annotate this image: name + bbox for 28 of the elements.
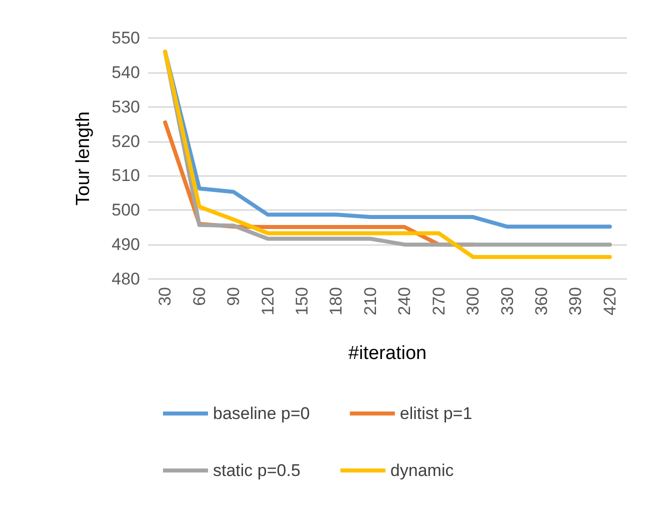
legend-label: dynamic: [390, 461, 454, 480]
x-tick-label: 180: [326, 287, 346, 316]
legend-label: elitist p=1: [400, 404, 472, 423]
x-tick-label: 30: [156, 287, 175, 306]
legend-label: baseline p=0: [213, 404, 310, 423]
legend-label: static p=0.5: [213, 461, 300, 480]
y-tick-label: 540: [112, 62, 140, 82]
y-axis-title: Tour length: [73, 111, 94, 206]
x-tick-label: 90: [224, 287, 244, 306]
y-tick-label: 500: [112, 200, 140, 220]
x-tick-label: 360: [532, 287, 551, 316]
y-tick-label: 550: [112, 28, 140, 48]
y-tick-label: 480: [112, 270, 140, 288]
x-tick-label: 330: [498, 287, 517, 316]
x-tick-label: 210: [360, 287, 380, 316]
x-tick-label: 300: [464, 287, 483, 316]
x-tick-label: 60: [190, 287, 209, 306]
x-tick-label: 270: [429, 287, 448, 316]
y-tick-label: 490: [112, 235, 140, 254]
x-tick-label: 150: [292, 287, 312, 316]
y-tick-label: 510: [112, 166, 140, 186]
y-tick-label: 520: [112, 132, 140, 151]
x-axis-title: #iteration: [348, 343, 427, 364]
x-tick-label: 420: [600, 287, 620, 316]
y-tick-label: 530: [112, 97, 140, 116]
x-tick-label: 240: [395, 287, 414, 316]
x-tick-label: 120: [258, 287, 278, 316]
x-tick-label: 390: [566, 287, 586, 316]
